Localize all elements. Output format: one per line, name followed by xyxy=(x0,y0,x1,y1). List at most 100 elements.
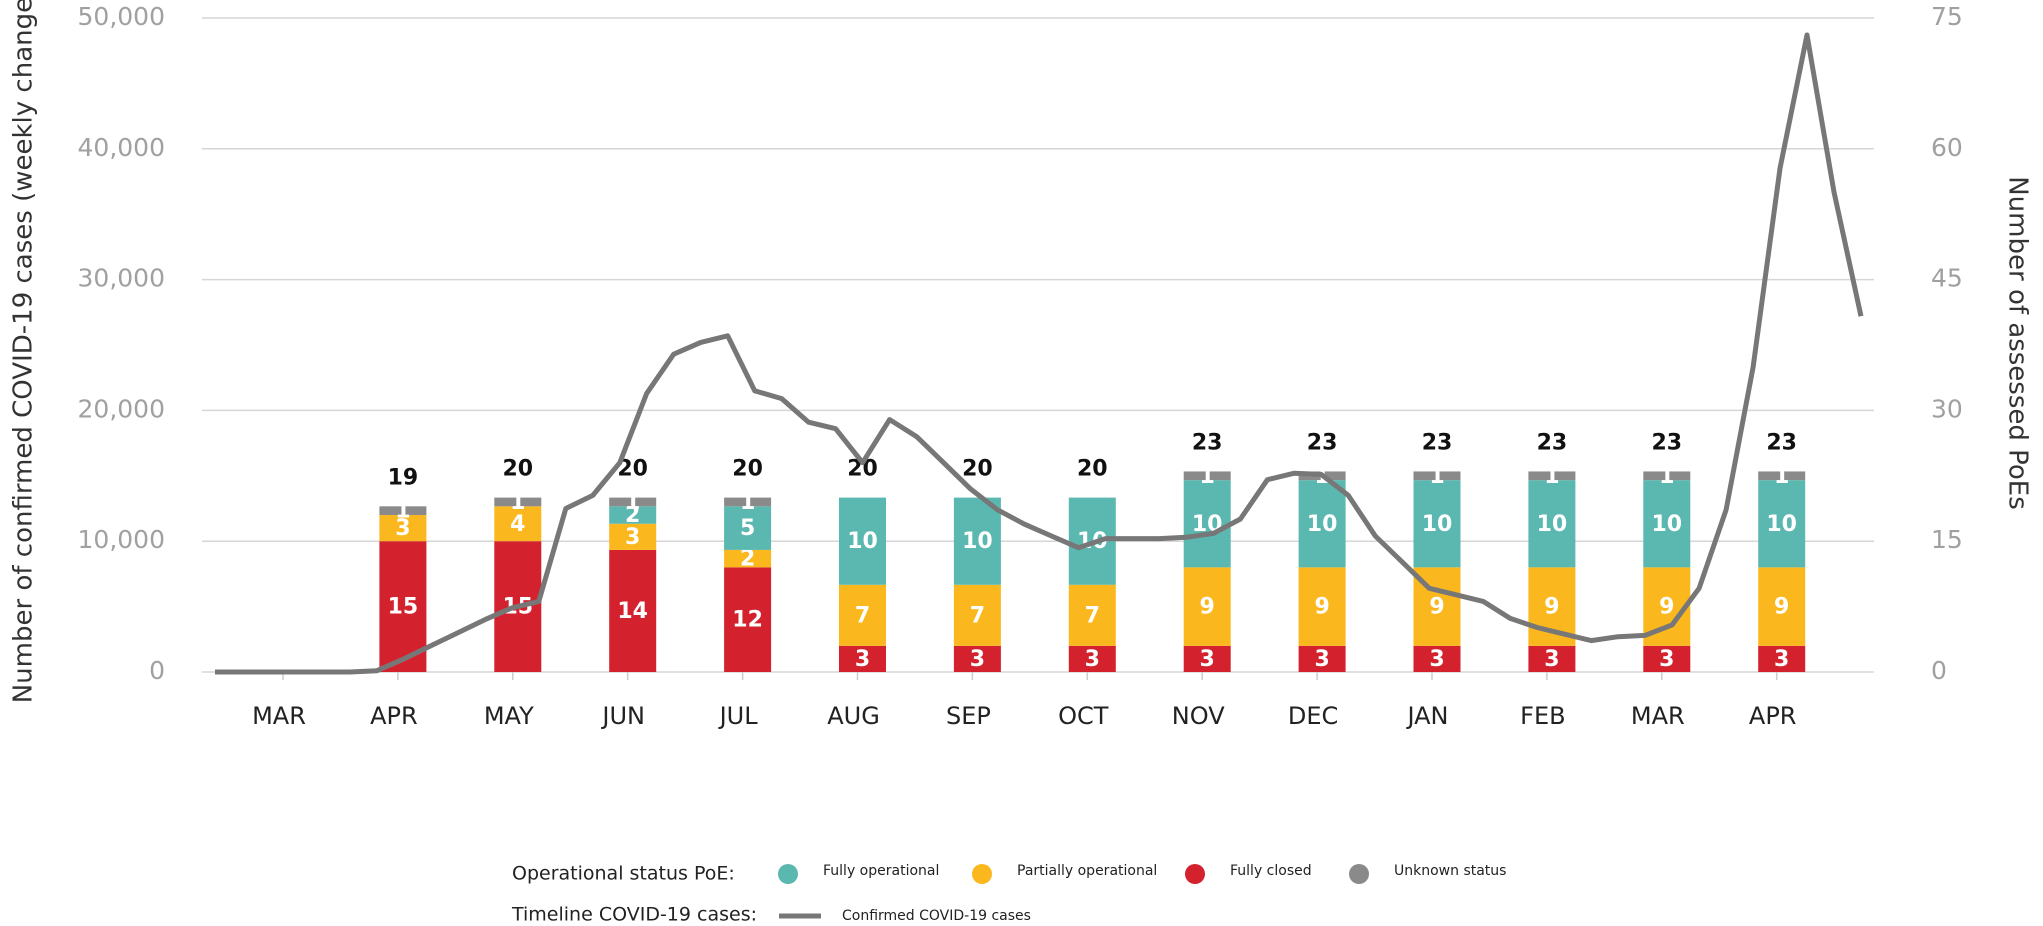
bar-segment xyxy=(1413,471,1461,481)
segment-label: 9 xyxy=(1659,595,1674,620)
total-label: 20 xyxy=(1077,457,1108,482)
y-tick-label: 20,000 xyxy=(78,394,165,423)
bar-segment xyxy=(609,549,657,672)
total-label: 23 xyxy=(1766,430,1797,455)
y-axis-title: Number of confirmed COVID-19 cases (week… xyxy=(9,0,39,703)
bar-segment xyxy=(724,497,772,507)
bar-segment xyxy=(609,506,657,524)
segment-label: 1 xyxy=(1200,464,1215,489)
segment-label: 7 xyxy=(855,603,870,628)
y-tick-label: 0 xyxy=(149,656,165,685)
x-tick-label: JUL xyxy=(718,702,759,730)
bar-segment xyxy=(1068,584,1116,646)
total-label: 19 xyxy=(388,465,419,490)
y-tick-label: 50,000 xyxy=(78,2,165,31)
total-label: 23 xyxy=(1422,430,1453,455)
x-tick-label: OCT xyxy=(1058,702,1109,730)
segment-label: 10 xyxy=(1307,512,1338,537)
segment-label: 9 xyxy=(1200,595,1215,620)
segment-label: 3 xyxy=(855,647,870,672)
x-tick-label: JAN xyxy=(1405,702,1448,730)
y2-tick-label: 0 xyxy=(1931,656,1947,685)
segment-label: 1 xyxy=(510,490,525,515)
segment-label: 10 xyxy=(1766,512,1797,537)
segment-label: 10 xyxy=(847,529,878,554)
bar-segment xyxy=(1758,645,1806,672)
segment-label: 1 xyxy=(1429,464,1444,489)
legend-label: Confirmed COVID-19 cases xyxy=(842,908,1031,924)
legend-swatch xyxy=(778,864,798,884)
segment-label: 7 xyxy=(970,603,985,628)
bar-segment xyxy=(1413,645,1461,672)
bar-segment xyxy=(953,645,1001,672)
legend-title: Operational status PoE: xyxy=(512,863,735,885)
segment-label: 9 xyxy=(1774,595,1789,620)
y-tick-label: 30,000 xyxy=(78,264,165,293)
segment-label: 1 xyxy=(740,490,755,515)
y2-tick-label: 75 xyxy=(1931,2,1963,31)
total-label: 23 xyxy=(1307,430,1338,455)
y2-tick-label: 45 xyxy=(1931,264,1963,293)
segment-label: 1 xyxy=(1544,464,1559,489)
y2-tick-label: 60 xyxy=(1931,133,1963,162)
total-label: 23 xyxy=(1192,430,1223,455)
bar-segment xyxy=(609,523,657,550)
bar-segment xyxy=(1643,480,1691,568)
bar-segment xyxy=(1183,480,1231,568)
total-label: 20 xyxy=(502,457,533,482)
x-tick-label: SEP xyxy=(946,702,991,730)
total-label: 20 xyxy=(962,457,993,482)
segment-label: 3 xyxy=(1429,647,1444,672)
bar-segment xyxy=(1528,645,1576,672)
segment-label: 9 xyxy=(1314,595,1329,620)
y2-tick-label: 15 xyxy=(1931,525,1963,554)
segment-label: 3 xyxy=(970,647,985,672)
bar-segment xyxy=(1758,567,1806,646)
bar-segment xyxy=(1528,480,1576,568)
x-tick-label: DEC xyxy=(1288,702,1338,730)
bar-segment xyxy=(1643,645,1691,672)
bar-segment xyxy=(724,549,772,568)
bar-segment xyxy=(1183,471,1231,481)
segment-label: 3 xyxy=(1659,647,1674,672)
segment-label: 1 xyxy=(1659,464,1674,489)
segment-label: 3 xyxy=(1314,647,1329,672)
x-tick-label: MAY xyxy=(484,702,534,730)
legend-swatch xyxy=(972,864,992,884)
line-legend-title: Timeline COVID-19 cases: xyxy=(511,904,757,926)
bar-segment xyxy=(1643,471,1691,481)
bar-segment xyxy=(609,497,657,507)
bar-segment xyxy=(1068,645,1116,672)
legend-label: Unknown status xyxy=(1394,863,1506,879)
legend-label: Fully operational xyxy=(823,863,939,879)
line-series xyxy=(215,32,1864,675)
segment-label: 12 xyxy=(732,608,763,633)
legend-swatch xyxy=(1185,864,1205,884)
segment-label: 7 xyxy=(1085,603,1100,628)
y-tick-label: 40,000 xyxy=(78,133,165,162)
segment-label: 1 xyxy=(1774,464,1789,489)
bar-segment xyxy=(494,506,542,542)
bar-segment xyxy=(1183,645,1231,672)
segment-label: 15 xyxy=(388,595,419,620)
segment-label: 14 xyxy=(617,599,648,624)
bar-segment xyxy=(379,506,427,516)
x-tick-label: AUG xyxy=(827,702,880,730)
bar-segment xyxy=(1183,567,1231,646)
bar-segment xyxy=(1758,480,1806,568)
segment-label: 3 xyxy=(1774,647,1789,672)
x-tick-label: MAR xyxy=(1631,702,1685,730)
segment-label: 9 xyxy=(1429,595,1444,620)
bar-segment xyxy=(724,506,772,550)
x-tick-label: APR xyxy=(1749,702,1797,730)
segment-label: 10 xyxy=(1537,512,1568,537)
legend-label: Partially operational xyxy=(1017,863,1157,879)
y-tick-label: 10,000 xyxy=(78,525,165,554)
segment-label: 3 xyxy=(625,525,640,550)
x-tick-label: APR xyxy=(370,702,418,730)
total-label: 20 xyxy=(732,457,763,482)
segment-label: 9 xyxy=(1544,595,1559,620)
segment-label: 4 xyxy=(510,512,525,537)
segment-label: 3 xyxy=(395,516,410,541)
